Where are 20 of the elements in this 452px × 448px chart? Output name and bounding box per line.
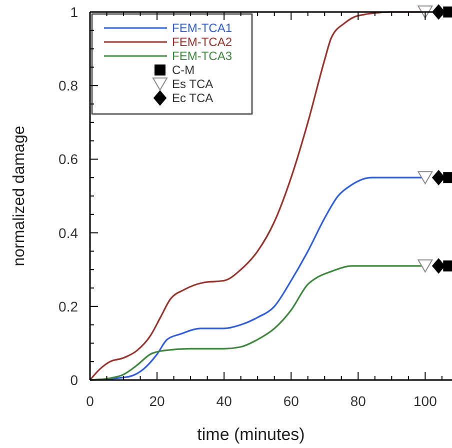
y-tick-label: 0.2 <box>58 298 78 314</box>
text: FEM-TCA3 <box>172 49 232 63</box>
x-tick-label: 100 <box>414 393 438 409</box>
x-tick-label: 20 <box>149 393 166 409</box>
text: FEM-TCA2 <box>172 35 232 49</box>
x-tick-label: 40 <box>216 393 232 409</box>
y-tick-label: 0.8 <box>58 78 78 94</box>
x-tick-label: 0 <box>86 393 94 409</box>
y-tick-label: 0 <box>70 372 78 388</box>
y-tick-label: 0.6 <box>58 151 78 168</box>
x-tick-label: 60 <box>283 393 300 409</box>
legend-label: C-M <box>172 63 195 77</box>
legend-label: Ec TCA <box>172 91 214 105</box>
legend-label: Es TCA <box>172 77 214 91</box>
x-axis-title: time (minutes) <box>197 425 305 444</box>
x-tick-label: 80 <box>350 393 366 409</box>
y-tick-label: 1 <box>70 4 78 20</box>
text: FEM-TCA1 <box>172 21 232 35</box>
y-axis-title: normalized damage <box>11 126 28 266</box>
y-tick-label: 0.4 <box>58 224 78 241</box>
